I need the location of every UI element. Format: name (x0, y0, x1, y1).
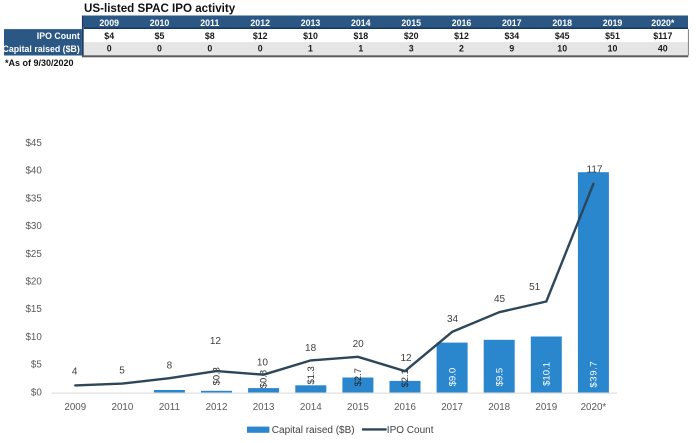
svg-text:2017: 2017 (441, 402, 463, 413)
svg-text:$20: $20 (25, 277, 42, 288)
svg-text:*As of 9/30/2020: *As of 9/30/2020 (5, 58, 74, 68)
svg-text:$45: $45 (25, 138, 42, 149)
svg-text:$2.7: $2.7 (352, 368, 363, 386)
svg-text:8: 8 (167, 360, 173, 371)
svg-text:2016: 2016 (452, 18, 472, 28)
svg-text:2019: 2019 (603, 18, 623, 28)
svg-text:34: 34 (447, 314, 459, 325)
svg-text:Capital raised ($B): Capital raised ($B) (272, 425, 355, 436)
svg-text:2: 2 (459, 44, 464, 54)
svg-text:$20: $20 (404, 31, 419, 41)
svg-text:$4: $4 (104, 31, 114, 41)
svg-text:$25: $25 (25, 249, 42, 260)
svg-text:2010: 2010 (112, 402, 134, 413)
svg-text:$10: $10 (303, 31, 318, 41)
svg-text:10: 10 (557, 44, 567, 54)
svg-text:2020*: 2020* (651, 18, 675, 28)
svg-text:2012: 2012 (250, 18, 270, 28)
svg-text:2017: 2017 (502, 18, 522, 28)
svg-text:$18: $18 (353, 31, 368, 41)
svg-text:$9.5: $9.5 (494, 368, 505, 387)
svg-text:0: 0 (157, 44, 162, 54)
svg-text:0: 0 (207, 44, 212, 54)
svg-text:$0.8: $0.8 (258, 370, 269, 388)
svg-text:117: 117 (587, 164, 603, 175)
svg-text:2010: 2010 (150, 18, 170, 28)
svg-text:$39.7: $39.7 (589, 361, 600, 387)
svg-text:2016: 2016 (394, 402, 416, 413)
svg-text:12: 12 (400, 353, 412, 364)
svg-text:$0: $0 (31, 387, 42, 398)
svg-text:US-listed SPAC IPO activity: US-listed SPAC IPO activity (84, 2, 236, 15)
svg-text:$35: $35 (25, 193, 42, 204)
svg-text:18: 18 (305, 343, 317, 354)
svg-text:10: 10 (608, 44, 618, 54)
svg-text:4: 4 (72, 366, 78, 377)
svg-text:2011: 2011 (159, 402, 180, 413)
svg-text:2013: 2013 (253, 402, 275, 413)
svg-text:2009: 2009 (99, 18, 119, 28)
svg-text:2015: 2015 (401, 18, 421, 28)
svg-text:$2.1: $2.1 (399, 369, 410, 387)
svg-text:$5: $5 (31, 360, 42, 371)
svg-text:2012: 2012 (206, 402, 228, 413)
svg-text:$51: $51 (605, 31, 620, 41)
svg-text:2015: 2015 (347, 402, 369, 413)
svg-text:2014: 2014 (300, 402, 322, 413)
svg-text:40: 40 (658, 44, 668, 54)
svg-text:Capital raised ($B): Capital raised ($B) (3, 44, 80, 54)
svg-text:12: 12 (210, 336, 222, 347)
svg-text:0: 0 (107, 44, 112, 54)
svg-text:9: 9 (509, 44, 514, 54)
svg-text:20: 20 (353, 339, 365, 350)
svg-text:IPO Count: IPO Count (387, 425, 434, 436)
svg-text:$5: $5 (155, 31, 165, 41)
svg-text:1: 1 (308, 44, 313, 54)
svg-text:1: 1 (358, 44, 363, 54)
svg-text:45: 45 (494, 294, 506, 305)
svg-text:$10.1: $10.1 (542, 362, 553, 386)
svg-text:$45: $45 (555, 31, 570, 41)
svg-text:0: 0 (258, 44, 263, 54)
svg-text:5: 5 (119, 365, 125, 376)
svg-text:$30: $30 (25, 221, 42, 232)
svg-text:2013: 2013 (301, 18, 321, 28)
svg-text:$0.3: $0.3 (211, 367, 222, 385)
svg-text:2009: 2009 (64, 402, 86, 413)
svg-text:2020*: 2020* (581, 402, 607, 413)
svg-text:$117: $117 (653, 31, 672, 41)
svg-text:51: 51 (529, 282, 541, 293)
svg-text:$8: $8 (205, 31, 215, 41)
svg-text:2018: 2018 (488, 402, 510, 413)
svg-text:$1.3: $1.3 (305, 366, 316, 384)
svg-text:2018: 2018 (552, 18, 572, 28)
svg-text:$34: $34 (504, 31, 519, 41)
svg-text:$10: $10 (25, 332, 42, 343)
svg-text:IPO Count: IPO Count (37, 31, 80, 41)
svg-text:$12: $12 (454, 31, 469, 41)
svg-text:$9.0: $9.0 (447, 368, 458, 387)
svg-text:3: 3 (409, 44, 414, 54)
svg-text:2019: 2019 (535, 402, 557, 413)
svg-text:2014: 2014 (351, 18, 371, 28)
svg-text:$12: $12 (253, 31, 268, 41)
svg-text:2011: 2011 (200, 18, 219, 28)
svg-text:$40: $40 (25, 166, 42, 177)
svg-text:10: 10 (257, 357, 269, 368)
svg-text:$15: $15 (25, 304, 42, 315)
